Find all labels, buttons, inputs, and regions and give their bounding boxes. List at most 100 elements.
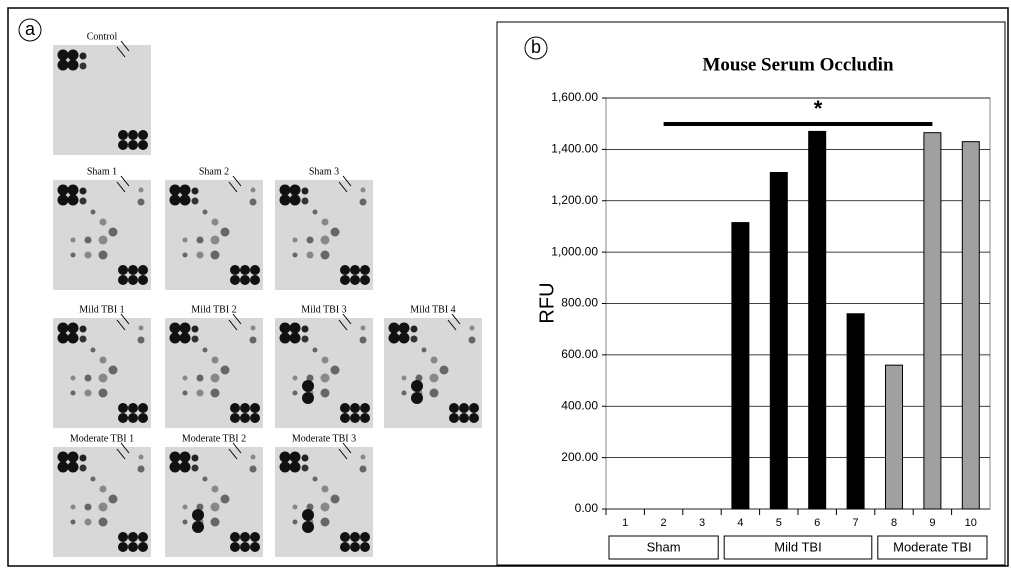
x-tick-label: 5 (776, 517, 782, 529)
blot-spot (183, 520, 188, 525)
blot-spot (469, 413, 479, 423)
blot-spot (293, 376, 298, 381)
blot-spot (118, 130, 128, 140)
blot-spot (197, 390, 204, 397)
blot-spot (183, 376, 188, 381)
blot-spot (240, 532, 250, 542)
blot-spot (211, 518, 220, 527)
blot-spot (340, 542, 350, 552)
blot-spot (307, 252, 314, 259)
blot-spot (251, 455, 256, 460)
blot-spot (71, 520, 76, 525)
blot-spot (411, 336, 418, 343)
blot-spot (85, 519, 92, 526)
figure: a b Mouse Serum Occludin RFU ControlSham… (0, 0, 1011, 569)
blot-spot (99, 518, 108, 527)
blot-spot (118, 532, 128, 542)
blot-spot (250, 532, 260, 542)
blot-spot (91, 210, 96, 215)
blot-spot (71, 391, 76, 396)
x-tick-label: 1 (622, 517, 628, 529)
blot-spot (68, 323, 79, 334)
blot-spot (240, 265, 250, 275)
blot-spot (183, 391, 188, 396)
blot-spot (211, 236, 220, 245)
blot-spot (80, 465, 87, 472)
blot-spot (322, 219, 329, 226)
blot-spot (240, 413, 250, 423)
blot-spot (361, 326, 366, 331)
blot-spot (197, 375, 204, 382)
blot-spot (139, 326, 144, 331)
blot-spot (399, 323, 410, 334)
x-tick-label: 2 (661, 517, 667, 529)
blot-spot (85, 252, 92, 259)
blot-spot (302, 455, 309, 462)
blot-spot (68, 462, 79, 473)
y-tick-label: 600.00 (561, 347, 598, 361)
blot-spot (192, 465, 199, 472)
blot-spot (80, 188, 87, 195)
blot-spot (58, 452, 69, 463)
blot-spot (250, 542, 260, 552)
blot-spot (68, 60, 79, 71)
blot-spot (250, 199, 257, 206)
blot-spot (411, 380, 423, 392)
blot-spot (340, 275, 350, 285)
blot-spot (321, 236, 330, 245)
blot-spot (459, 413, 469, 423)
blot-title: Mild TBI 2 (191, 304, 236, 315)
blot-spot (68, 185, 79, 196)
blot-spot (109, 366, 118, 375)
blot-spot (128, 265, 138, 275)
blot-spot (68, 452, 79, 463)
blot-spot (58, 333, 69, 344)
blot-spot (250, 337, 257, 344)
blot-spot (118, 542, 128, 552)
blot-spot (340, 413, 350, 423)
blot-spot (459, 403, 469, 413)
blot-spot (250, 466, 257, 473)
blot-spot (58, 50, 69, 61)
blot-spot (91, 477, 96, 482)
blot-title: Mild TBI 4 (410, 304, 455, 315)
blot-spot (138, 140, 148, 150)
x-tick-label: 9 (929, 517, 935, 529)
blot-spot (203, 477, 208, 482)
blot-spot (469, 403, 479, 413)
blot-spot (128, 413, 138, 423)
blot-title: Sham 1 (87, 166, 117, 177)
y-tick-label: 1,200.00 (551, 193, 598, 207)
blot-spot (128, 130, 138, 140)
blot-spot (192, 521, 204, 533)
blot-spot (313, 348, 318, 353)
blot-spot (250, 265, 260, 275)
bar (847, 314, 864, 509)
blot-spot (321, 389, 330, 398)
blot-spot (350, 532, 360, 542)
blot-spot (331, 366, 340, 375)
blot-spot (183, 505, 188, 510)
blot-spot (431, 357, 438, 364)
blot-title: Mild TBI 1 (79, 304, 124, 315)
blot-spot (389, 333, 400, 344)
blot-spot (128, 140, 138, 150)
y-axis-label: RFU (536, 282, 558, 323)
blot-spot (192, 336, 199, 343)
blot-spot (280, 195, 291, 206)
blot-spot (138, 403, 148, 413)
blot-spot (118, 413, 128, 423)
blot-spot (251, 326, 256, 331)
bar (962, 142, 979, 509)
blot-spot (302, 326, 309, 333)
blot-spot (85, 237, 92, 244)
blot-spot (71, 505, 76, 510)
blot-spot (290, 333, 301, 344)
blot-spot (302, 465, 309, 472)
bar (732, 223, 749, 509)
chart-title: Mouse Serum Occludin (702, 54, 893, 75)
blot-spot (68, 333, 79, 344)
x-tick-label: 10 (965, 517, 977, 529)
blot-title: Moderate TBI 2 (182, 433, 246, 444)
blot-spot (71, 253, 76, 258)
